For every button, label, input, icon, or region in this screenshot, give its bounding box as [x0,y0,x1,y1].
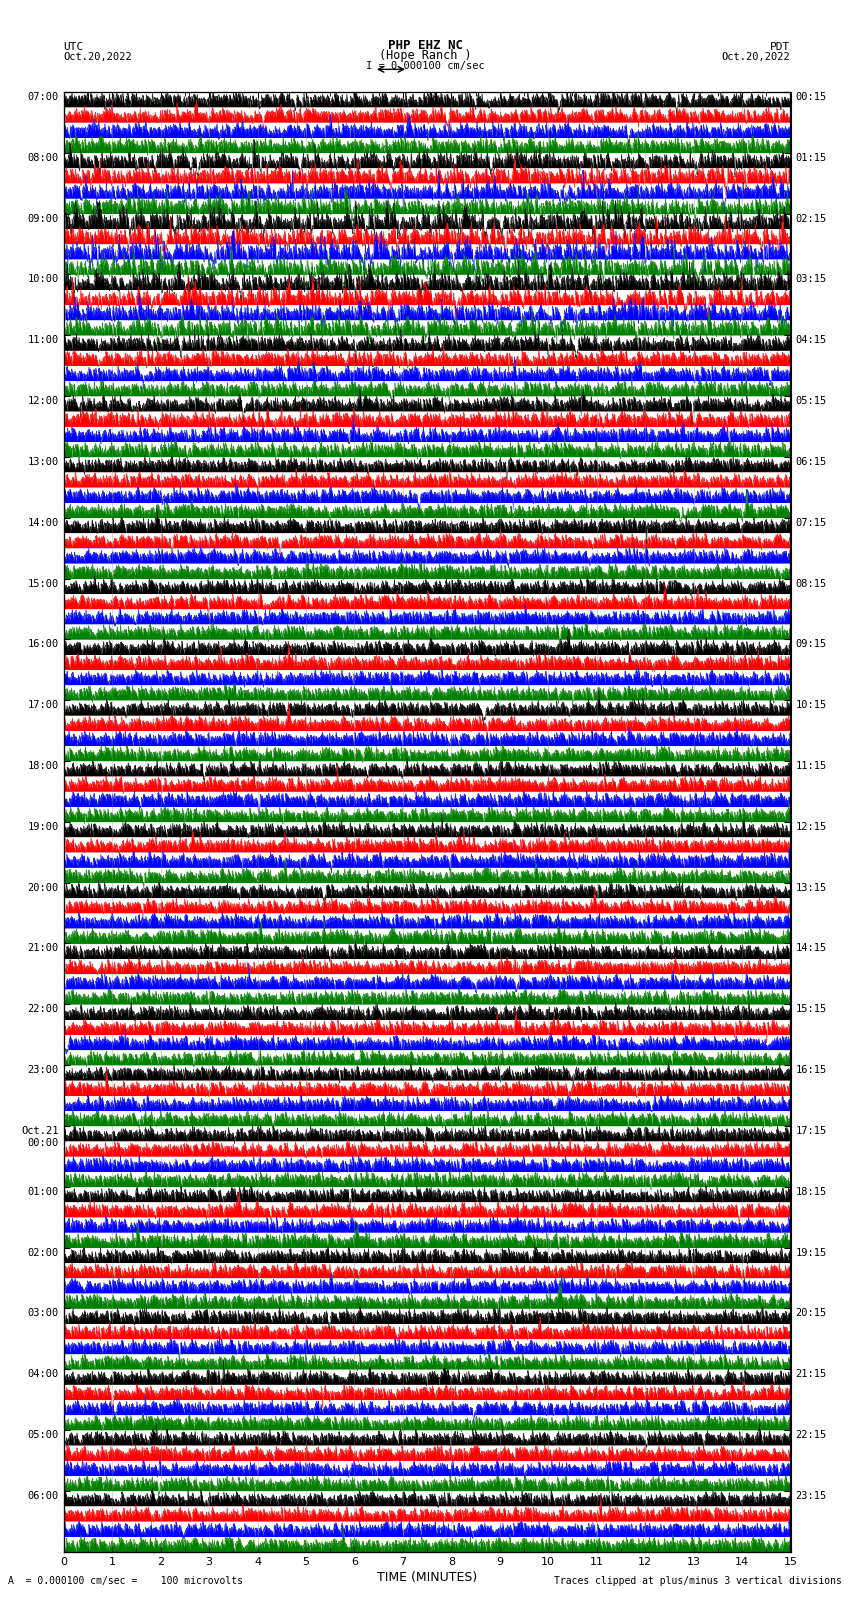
Text: UTC: UTC [64,42,84,52]
Text: Oct.20,2022: Oct.20,2022 [64,52,133,63]
Text: A  = 0.000100 cm/sec =    100 microvolts: A = 0.000100 cm/sec = 100 microvolts [8,1576,243,1586]
Text: Oct.20,2022: Oct.20,2022 [722,52,790,63]
Text: (Hope Ranch ): (Hope Ranch ) [379,48,471,63]
X-axis label: TIME (MINUTES): TIME (MINUTES) [377,1571,477,1584]
Text: Traces clipped at plus/minus 3 vertical divisions: Traces clipped at plus/minus 3 vertical … [553,1576,842,1586]
Text: PDT: PDT [770,42,790,52]
Text: PHP EHZ NC: PHP EHZ NC [388,39,462,52]
Text: I = 0.000100 cm/sec: I = 0.000100 cm/sec [366,61,484,71]
